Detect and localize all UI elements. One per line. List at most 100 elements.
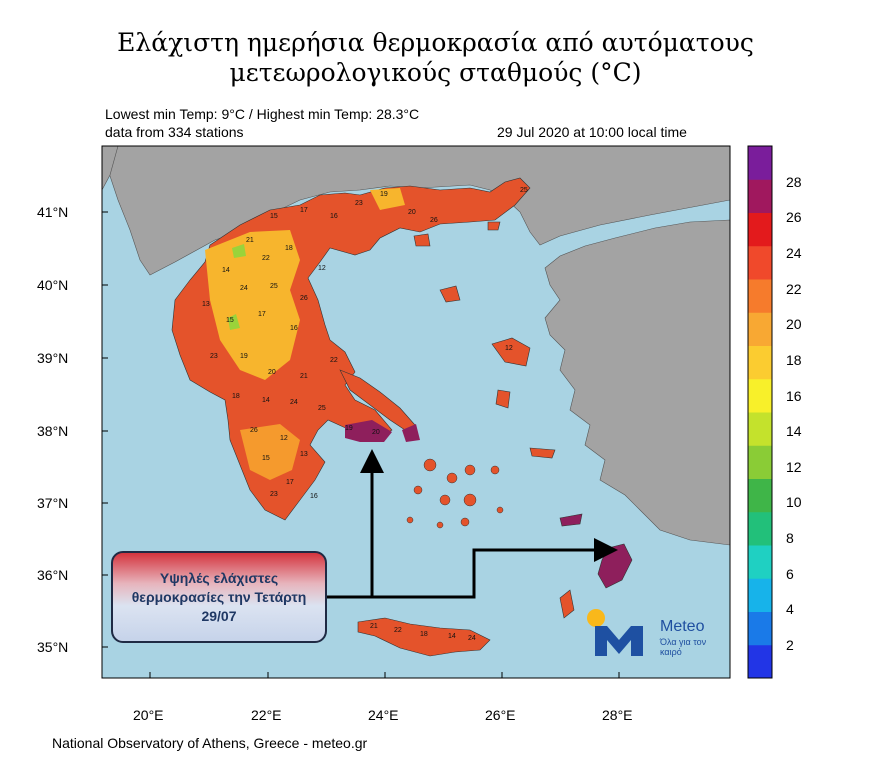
colorbar-band <box>748 179 772 213</box>
green-spot-1 <box>232 244 246 258</box>
colorbar-label: 16 <box>786 388 802 404</box>
station-value: 16 <box>330 213 338 220</box>
station-value: 19 <box>345 425 353 432</box>
station-value: 25 <box>270 283 278 290</box>
colorbar-label: 8 <box>786 530 794 546</box>
station-value: 14 <box>262 397 270 404</box>
station-value: 25 <box>520 187 528 194</box>
station-value: 14 <box>448 633 456 640</box>
station-value: 24 <box>240 285 248 292</box>
colorbar-label: 12 <box>786 459 802 475</box>
map-frame <box>101 145 731 679</box>
turkey-landmass <box>544 219 730 546</box>
colorbar-label: 4 <box>786 601 794 617</box>
colorbar-band <box>748 545 772 579</box>
station-value: 15 <box>270 213 278 220</box>
station-value: 13 <box>300 451 308 458</box>
lat-label-36: 36°N <box>37 567 69 583</box>
station-value: 22 <box>394 627 402 634</box>
station-value: 21 <box>300 373 308 380</box>
lat-label-41: 41°N <box>37 204 69 220</box>
logo-tagline: Όλα για τον καιρό <box>660 637 707 657</box>
colorbar-band <box>748 146 772 180</box>
colorbar-band <box>748 312 772 346</box>
station-count: data from 334 stations <box>105 124 244 140</box>
station-value: 15 <box>262 455 270 462</box>
callout-text: Υψηλές ελάχιστες θερμοκρασίες την Τετάρτ… <box>131 569 307 624</box>
map-title-line2: μετεωρολογικούς σταθμούς (°C) <box>229 58 642 87</box>
colorbar <box>747 145 773 679</box>
colorbar-band <box>748 212 772 247</box>
lesvos-island <box>491 337 531 367</box>
lon-label-20: 20°E <box>133 707 164 723</box>
colorbar-band <box>748 611 772 646</box>
colorbar-label: 18 <box>786 352 802 368</box>
station-value: 23 <box>270 491 278 498</box>
station-value: 21 <box>246 237 254 244</box>
station-value: 23 <box>210 353 218 360</box>
colorbar-band <box>748 478 772 513</box>
pindus-cool-zone <box>205 230 300 380</box>
colorbar-label: 22 <box>786 281 802 297</box>
colorbar-label: 14 <box>786 423 802 439</box>
station-value: 23 <box>355 200 363 207</box>
colorbar-label: 2 <box>786 637 794 653</box>
lat-label-40: 40°N <box>37 277 69 293</box>
colorbar-label: 6 <box>786 566 794 582</box>
station-value: 22 <box>330 357 338 364</box>
karpathos-island <box>559 589 575 619</box>
lat-label-35: 35°N <box>37 639 69 655</box>
samos-island <box>529 447 556 459</box>
samothrace-island <box>487 221 501 231</box>
colorbar-label: 10 <box>786 494 802 510</box>
meteo-m-icon <box>595 626 643 656</box>
colorbar-band <box>748 445 772 479</box>
station-value: 18 <box>232 393 240 400</box>
station-value: 19 <box>380 191 388 198</box>
station-value: 26 <box>250 427 258 434</box>
colorbar-label: 26 <box>786 209 802 225</box>
station-value: 20 <box>408 209 416 216</box>
station-value: 18 <box>285 245 293 252</box>
balkans-landmass <box>102 146 730 276</box>
lat-label-38: 38°N <box>37 423 69 439</box>
green-spot-2 <box>228 314 240 330</box>
lon-label-24: 24°E <box>368 707 399 723</box>
colorbar-label: 20 <box>786 316 802 332</box>
sun-icon <box>587 609 605 627</box>
map-title-line1: Ελάχιστη ημερήσια θερμοκρασία από αυτόμα… <box>117 28 754 57</box>
station-labels: 15 17 16 23 19 20 21 22 18 14 24 25 26 12 13 15 17 16 23 19… <box>202 187 528 642</box>
station-value: 15 <box>226 317 234 324</box>
cyclades-islands <box>406 458 504 529</box>
colorbar-label: 28 <box>786 174 802 190</box>
station-value: 12 <box>318 265 326 272</box>
chios-island <box>495 389 511 409</box>
lon-label-28: 28°E <box>602 707 633 723</box>
colorbar-band <box>748 578 772 612</box>
station-value: 14 <box>222 267 230 274</box>
station-value: 22 <box>262 255 270 262</box>
station-value: 18 <box>420 631 428 638</box>
station-value: 17 <box>258 311 266 318</box>
lon-label-22: 22°E <box>251 707 282 723</box>
station-value: 17 <box>300 207 308 214</box>
station-value: 12 <box>280 435 288 442</box>
colorbar-band <box>748 412 772 446</box>
station-value: 20 <box>268 369 276 376</box>
station-value: 19 <box>240 353 248 360</box>
colorbar-band <box>748 245 772 280</box>
colorbar-band <box>748 345 772 380</box>
axis-ticks <box>102 211 620 678</box>
station-value: 21 <box>370 623 378 630</box>
kos-island <box>559 513 583 527</box>
station-value: 16 <box>310 493 318 500</box>
callout-arrows <box>327 449 618 599</box>
lon-label-26: 26°E <box>485 707 516 723</box>
timestamp: 29 Jul 2020 at 10:00 local time <box>497 124 687 140</box>
station-value: 20 <box>372 429 380 436</box>
colorbar-label: 24 <box>786 245 802 261</box>
lat-label-37: 37°N <box>37 495 69 511</box>
station-value: 25 <box>318 405 326 412</box>
station-value: 24 <box>290 399 298 406</box>
